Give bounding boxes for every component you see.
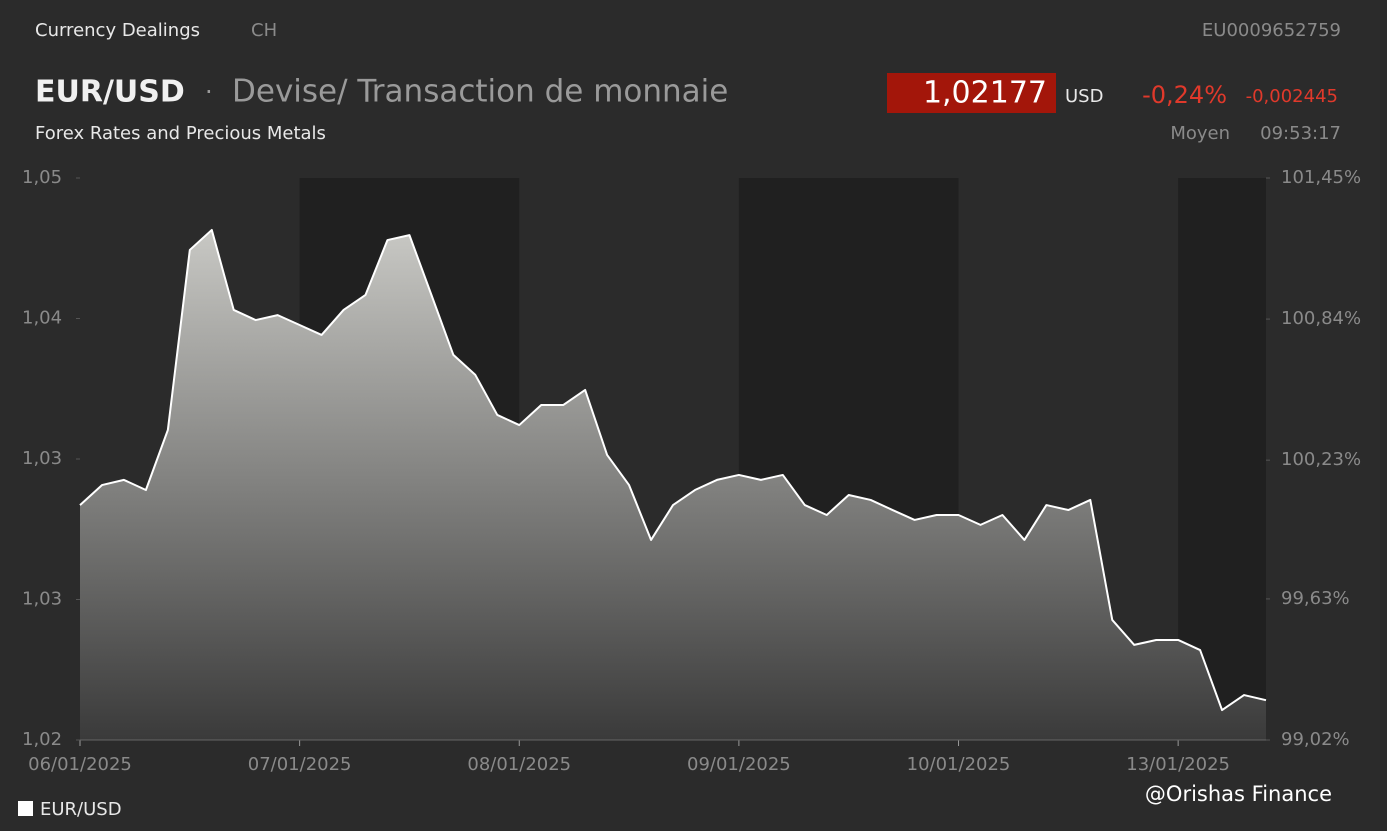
legend-swatch [18,801,33,816]
x-tick-label: 07/01/2025 [248,754,352,775]
x-tick-label: 13/01/2025 [1126,754,1230,775]
currency: USD [1065,86,1103,107]
price-box [887,73,1056,113]
description: Devise/ Transaction de monnaie [232,74,728,110]
subtitle: Forex Rates and Precious Metals [35,123,326,144]
legend-label[interactable]: EUR/USD [40,799,122,820]
y-tick-label: 1,05 [22,167,62,188]
y-tick-label: 1,02 [22,729,62,750]
instrument: EUR/USD [35,75,185,110]
x-tick-label: 08/01/2025 [467,754,571,775]
change-pct: -0,24% [1142,81,1227,109]
source[interactable]: Currency Dealings [35,20,200,41]
line [79,228,1267,712]
isin: EU0009652759 [1202,20,1341,41]
y-tick-label: 1,03 [22,448,62,469]
time: 09:53:17 [1260,123,1341,144]
y2-tick-label: 101,45% [1281,167,1361,188]
y2-tick-label: 99,63% [1281,588,1350,609]
y-tick-label: 1,03 [22,589,62,610]
price-type: Moyen [1170,123,1230,144]
change-abs: -0,002445 [1246,86,1338,107]
separator: · [205,78,213,106]
price: 1,02177 [923,76,1047,111]
x-tick-label: 10/01/2025 [907,754,1011,775]
area [80,229,1266,740]
y2-tick-label: 99,02% [1281,729,1350,750]
y2-tick-label: 100,84% [1281,308,1361,329]
country: CH [251,20,277,41]
x-tick-label: 06/01/2025 [28,754,132,775]
watermark: @Orishas Finance [1145,782,1332,806]
y-tick-label: 1,04 [22,308,62,329]
x-tick-label: 09/01/2025 [687,754,791,775]
y2-tick-label: 100,23% [1281,449,1361,470]
